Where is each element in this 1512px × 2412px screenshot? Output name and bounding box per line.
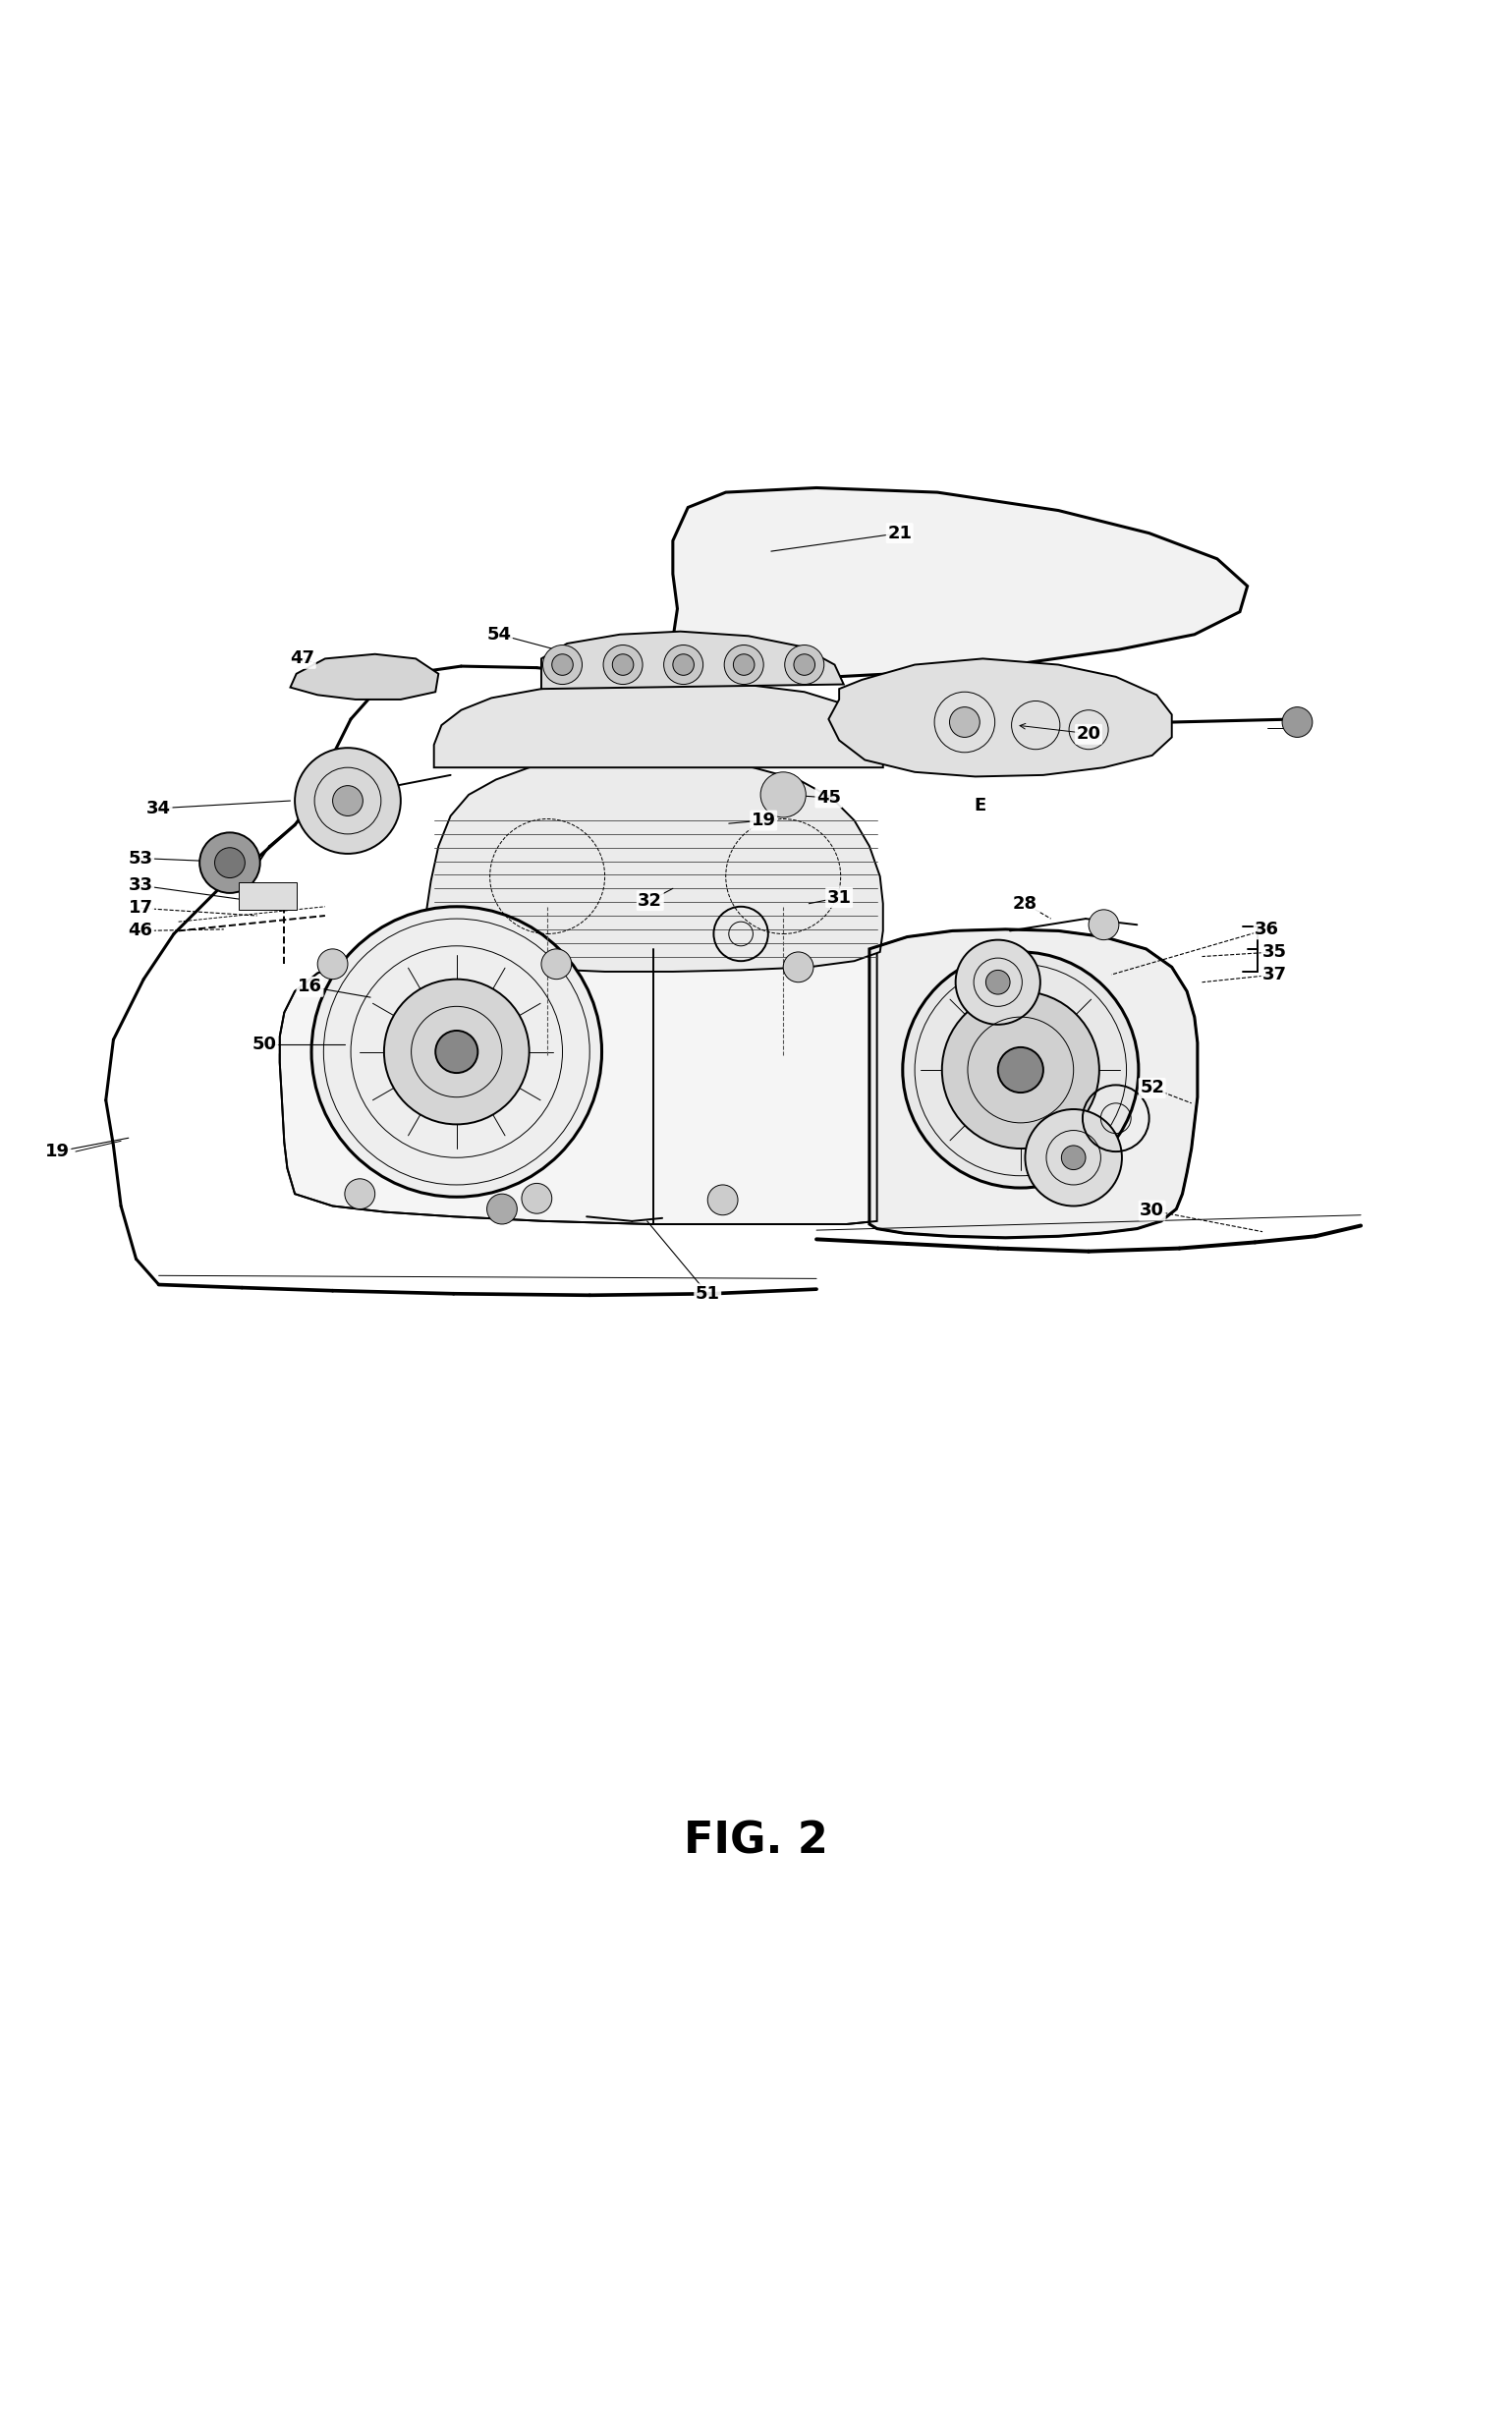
Circle shape [487,1194,517,1225]
Text: 36: 36 [1255,921,1279,938]
Text: E: E [974,796,986,815]
Text: 50: 50 [253,1035,277,1054]
Text: FIG. 2: FIG. 2 [683,1821,829,1862]
Circle shape [384,979,529,1124]
Circle shape [541,948,572,979]
Circle shape [956,941,1040,1025]
Text: 37: 37 [1263,965,1287,984]
Circle shape [942,991,1099,1148]
Circle shape [311,907,602,1196]
Circle shape [950,707,980,738]
Text: 31: 31 [827,888,851,907]
Text: 20: 20 [1077,726,1101,743]
Circle shape [903,953,1139,1187]
Circle shape [761,772,806,818]
Text: 35: 35 [1263,943,1287,960]
Text: 19: 19 [45,1143,70,1160]
Circle shape [552,654,573,675]
Circle shape [1089,909,1119,941]
Polygon shape [290,654,438,699]
Polygon shape [869,929,1198,1237]
Text: 16: 16 [298,977,322,996]
Circle shape [783,953,813,982]
Circle shape [1061,1146,1086,1170]
Circle shape [612,654,634,675]
Circle shape [664,644,703,685]
Polygon shape [829,658,1172,777]
Circle shape [200,832,260,892]
Polygon shape [426,757,883,972]
Text: 33: 33 [129,876,153,895]
Circle shape [1282,707,1312,738]
Polygon shape [434,680,883,767]
Text: 46: 46 [129,921,153,941]
Text: 28: 28 [1013,895,1037,912]
Circle shape [522,1184,552,1213]
Circle shape [318,948,348,979]
Text: 34: 34 [147,798,171,818]
Polygon shape [541,632,844,690]
Text: 54: 54 [487,625,511,644]
Bar [239,883,296,909]
Circle shape [998,1047,1043,1093]
Circle shape [333,786,363,815]
Text: 45: 45 [816,789,841,806]
Text: 30: 30 [1140,1201,1164,1220]
Circle shape [733,654,754,675]
Text: 32: 32 [638,892,662,909]
Circle shape [295,748,401,854]
Circle shape [673,654,694,675]
Circle shape [1025,1110,1122,1206]
Circle shape [708,1184,738,1216]
Circle shape [345,1179,375,1208]
Circle shape [435,1030,478,1073]
Circle shape [724,644,764,685]
Text: 51: 51 [696,1286,720,1302]
Circle shape [785,644,824,685]
Polygon shape [280,943,877,1225]
Text: 21: 21 [888,523,912,543]
Text: 19: 19 [751,810,776,830]
Circle shape [986,970,1010,994]
Text: 53: 53 [129,849,153,866]
Circle shape [603,644,643,685]
Circle shape [215,847,245,878]
Text: 52: 52 [1140,1078,1164,1097]
Text: 17: 17 [129,900,153,917]
Circle shape [543,644,582,685]
Polygon shape [668,487,1247,685]
Text: 47: 47 [290,649,314,668]
Circle shape [794,654,815,675]
